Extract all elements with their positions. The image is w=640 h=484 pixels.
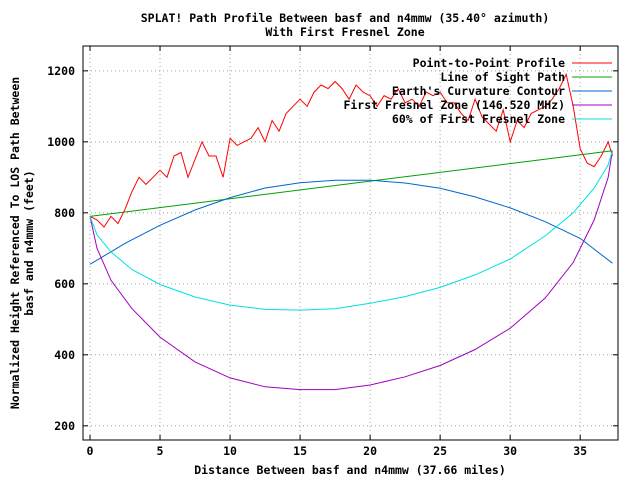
legend-label-4: 60% of First Fresnel Zone <box>392 112 565 126</box>
series-line-4 <box>89 150 613 311</box>
y-tick-label-1200: 1200 <box>47 64 75 78</box>
y-tick-label-200: 200 <box>54 419 75 433</box>
x-tick-label-30: 30 <box>503 444 517 458</box>
y-tick-label-400: 400 <box>54 348 75 362</box>
y-axis-label-line-2: basf and n4mmw (feet) <box>22 170 36 315</box>
tick-layer: 0 5 10 15 20 25 30 35 200 400 600 800 1000 1200 <box>47 46 618 458</box>
legend-label-3: First Fresnel Zone (146.520 MHz) <box>343 98 565 112</box>
x-tick-label-35: 35 <box>573 444 587 458</box>
plot-border <box>82 45 619 441</box>
legend-label-1: Line of Sight Path <box>440 70 565 84</box>
series-layer <box>89 72 613 391</box>
y-tick-label-1000: 1000 <box>47 135 75 149</box>
series-line-3 <box>89 150 613 391</box>
grid-layer <box>83 46 618 440</box>
chart-subtitle: With First Fresnel Zone <box>265 25 424 39</box>
series-line-2 <box>89 179 613 265</box>
x-tick-label-5: 5 <box>157 444 164 458</box>
x-tick-label-25: 25 <box>433 444 447 458</box>
y-tick-label-600: 600 <box>54 277 75 291</box>
series-line-1 <box>89 150 613 217</box>
x-tick-label-10: 10 <box>223 444 237 458</box>
x-axis-label: Distance Between basf and n4mmw (37.66 m… <box>194 463 506 477</box>
y-tick-label-800: 800 <box>54 206 75 220</box>
x-tick-label-20: 20 <box>363 444 377 458</box>
legend-label-2: Earth's Curvature Contour <box>392 84 565 98</box>
series-line-0 <box>89 72 613 228</box>
y-axis-label-line-1: Normalized Height Referenced To LOS Path… <box>8 77 22 409</box>
chart-title: SPLAT! Path Profile Between basf and n4m… <box>141 11 550 25</box>
x-tick-label-0: 0 <box>87 444 94 458</box>
x-tick-label-15: 15 <box>293 444 307 458</box>
legend-label-0: Point-to-Point Profile <box>413 56 565 70</box>
